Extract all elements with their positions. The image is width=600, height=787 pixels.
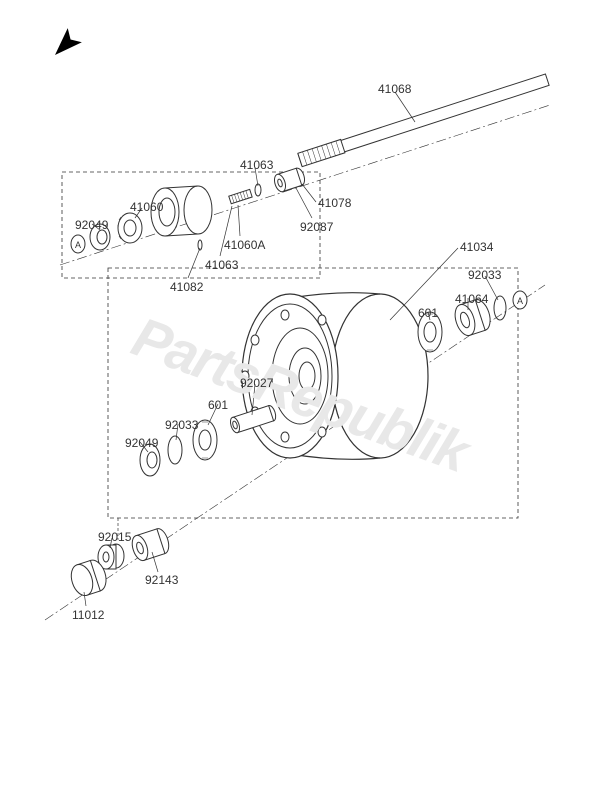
- svg-text:A: A: [517, 296, 523, 306]
- parts-diagram-container: A: [0, 0, 600, 787]
- diagram-svg: A: [0, 0, 600, 787]
- label-92049b: 92049: [125, 436, 158, 450]
- label-92143: 92143: [145, 573, 178, 587]
- label-41078: 41078: [318, 196, 351, 210]
- label-41063a: 41063: [240, 158, 273, 172]
- label-92049a: 92049: [75, 218, 108, 232]
- direction-arrow: [48, 28, 82, 62]
- label-92027: 92027: [240, 376, 273, 390]
- label-601a: 601: [418, 306, 438, 320]
- label-41068: 41068: [378, 82, 411, 96]
- label-92087: 92087: [300, 220, 333, 234]
- label-92033b: 92033: [165, 418, 198, 432]
- label-92033a: 92033: [468, 268, 501, 282]
- label-41060: 41060: [130, 200, 163, 214]
- label-11012: 11012: [72, 608, 104, 622]
- label-92015: 92015: [98, 530, 131, 544]
- label-41063b: 41063: [205, 258, 238, 272]
- label-41060A: 41060A: [224, 238, 265, 252]
- axle-shaft: [298, 73, 550, 167]
- label-41082: 41082: [170, 280, 203, 294]
- label-601b: 601: [208, 398, 228, 412]
- label-41034: 41034: [460, 240, 493, 254]
- label-41064: 41064: [455, 292, 488, 306]
- svg-text:A: A: [75, 240, 81, 250]
